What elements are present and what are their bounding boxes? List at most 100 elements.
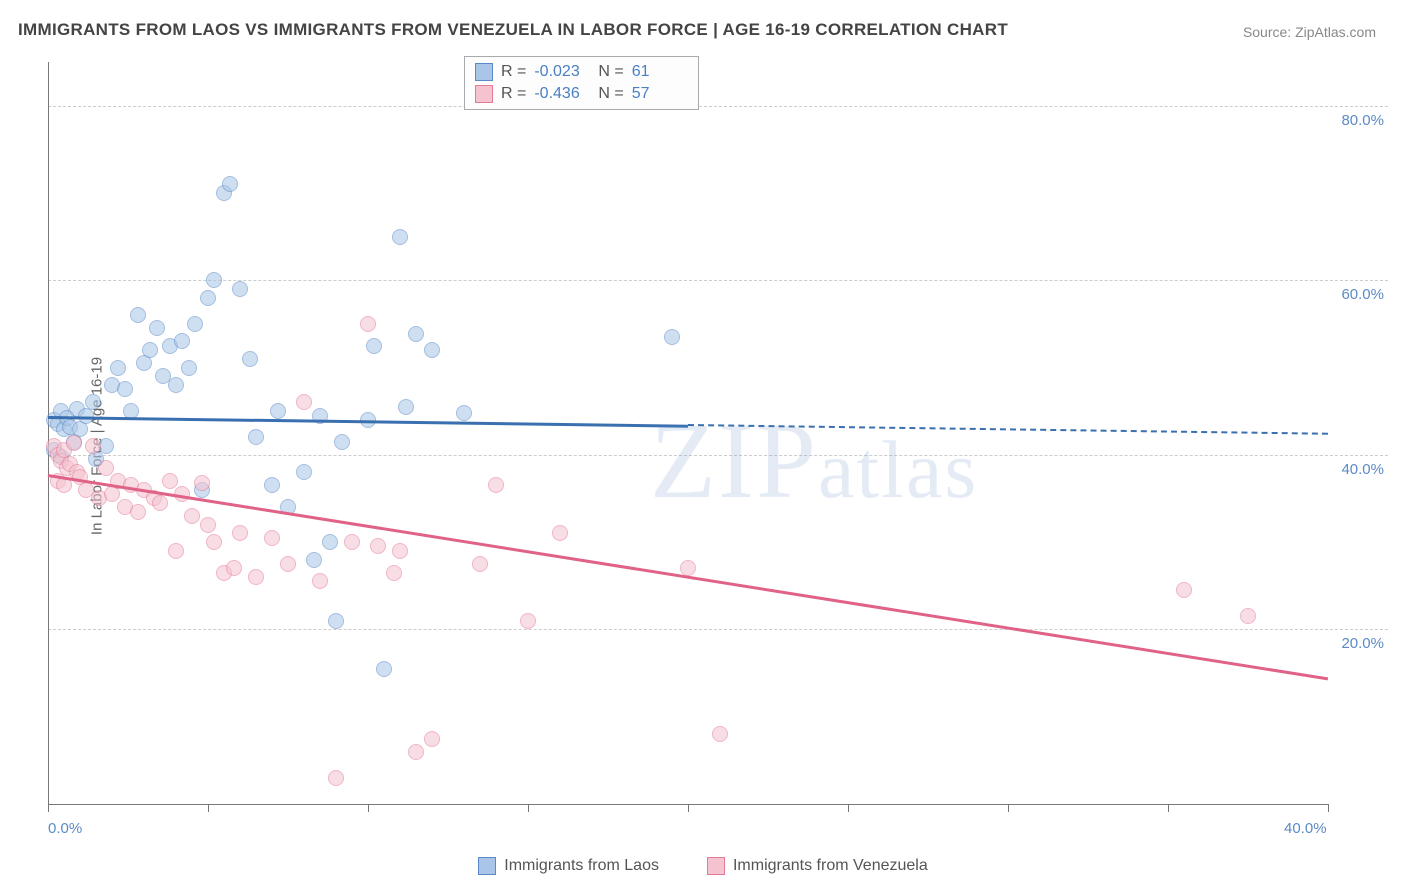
x-tick — [688, 804, 689, 812]
x-tick — [528, 804, 529, 812]
scatter-point — [488, 477, 504, 493]
scatter-point — [226, 560, 242, 576]
scatter-point — [98, 460, 114, 476]
scatter-point — [296, 394, 312, 410]
scatter-point — [174, 333, 190, 349]
legend-n-value: 61 — [632, 61, 688, 83]
scatter-point — [142, 342, 158, 358]
legend-r-label: R = — [501, 61, 526, 83]
correlation-legend: R =-0.023N =61R =-0.436N =57 — [464, 56, 699, 110]
scatter-point — [248, 569, 264, 585]
scatter-point — [328, 613, 344, 629]
x-tick — [1168, 804, 1169, 812]
series-legend-label: Immigrants from Laos — [504, 857, 659, 875]
scatter-point — [181, 360, 197, 376]
legend-r-value: -0.436 — [534, 83, 590, 105]
scatter-point — [232, 281, 248, 297]
scatter-point — [162, 473, 178, 489]
correlation-legend-row: R =-0.436N =57 — [475, 83, 688, 105]
scatter-point — [392, 229, 408, 245]
scatter-point — [232, 525, 248, 541]
y-tick-label: 60.0% — [1341, 286, 1384, 303]
trend-line — [48, 474, 1328, 680]
y-tick-label: 20.0% — [1341, 635, 1384, 652]
scatter-point — [66, 435, 82, 451]
source-credit: Source: ZipAtlas.com — [1243, 24, 1376, 40]
x-tick — [1328, 804, 1329, 812]
scatter-point — [270, 403, 286, 419]
scatter-point — [206, 272, 222, 288]
scatter-point — [296, 464, 312, 480]
gridline — [48, 629, 1388, 630]
gridline — [48, 455, 1388, 456]
scatter-point — [520, 613, 536, 629]
scatter-point — [366, 338, 382, 354]
x-tick-label: 40.0% — [1284, 820, 1327, 837]
plot-surface: 20.0%40.0%60.0%80.0%0.0%40.0% — [48, 56, 1388, 826]
series-legend: Immigrants from Laos Immigrants from Vene… — [0, 857, 1406, 880]
y-tick-label: 40.0% — [1341, 461, 1384, 478]
scatter-point — [398, 399, 414, 415]
scatter-point — [200, 290, 216, 306]
source-prefix: Source: — [1243, 24, 1295, 40]
scatter-point — [85, 394, 101, 410]
scatter-point — [149, 320, 165, 336]
scatter-point — [370, 538, 386, 554]
scatter-point — [1240, 608, 1256, 624]
gridline — [48, 106, 1388, 107]
scatter-point — [242, 351, 258, 367]
scatter-point — [110, 360, 126, 376]
scatter-point — [552, 525, 568, 541]
scatter-point — [408, 326, 424, 342]
scatter-point — [456, 405, 472, 421]
series-legend-item: Immigrants from Laos — [478, 857, 659, 875]
scatter-point — [392, 543, 408, 559]
scatter-point — [85, 438, 101, 454]
scatter-point — [280, 556, 296, 572]
legend-swatch — [478, 857, 496, 875]
scatter-point — [472, 556, 488, 572]
scatter-point — [328, 770, 344, 786]
scatter-point — [386, 565, 402, 581]
scatter-point — [248, 429, 264, 445]
legend-swatch — [475, 85, 493, 103]
scatter-point — [264, 477, 280, 493]
legend-swatch — [475, 63, 493, 81]
x-tick — [48, 804, 49, 812]
legend-r-value: -0.023 — [534, 61, 590, 83]
scatter-point — [424, 342, 440, 358]
x-tick — [848, 804, 849, 812]
scatter-point — [184, 508, 200, 524]
x-tick — [1008, 804, 1009, 812]
legend-r-label: R = — [501, 83, 526, 105]
scatter-point — [360, 316, 376, 332]
series-legend-item: Immigrants from Venezuela — [707, 857, 928, 875]
scatter-point — [424, 731, 440, 747]
series-legend-label: Immigrants from Venezuela — [733, 857, 928, 875]
scatter-point — [168, 543, 184, 559]
scatter-point — [712, 726, 728, 742]
source-name: ZipAtlas.com — [1295, 24, 1376, 40]
scatter-point — [187, 316, 203, 332]
scatter-point — [264, 530, 280, 546]
x-tick-label: 0.0% — [48, 820, 82, 837]
y-tick-label: 80.0% — [1341, 112, 1384, 129]
scatter-point — [306, 552, 322, 568]
scatter-point — [322, 534, 338, 550]
legend-n-label: N = — [598, 61, 623, 83]
scatter-point — [408, 744, 424, 760]
chart-area: 20.0%40.0%60.0%80.0%0.0%40.0% — [48, 56, 1388, 826]
y-axis — [48, 62, 49, 804]
scatter-point — [130, 504, 146, 520]
scatter-point — [194, 475, 210, 491]
scatter-point — [206, 534, 222, 550]
chart-title: IMMIGRANTS FROM LAOS VS IMMIGRANTS FROM … — [18, 20, 1008, 40]
trend-line — [688, 424, 1328, 435]
scatter-point — [664, 329, 680, 345]
correlation-legend-row: R = -0.023 N = 61 — [475, 61, 688, 83]
gridline — [48, 280, 1388, 281]
scatter-point — [376, 661, 392, 677]
legend-swatch — [707, 857, 725, 875]
scatter-point — [312, 573, 328, 589]
x-tick — [368, 804, 369, 812]
